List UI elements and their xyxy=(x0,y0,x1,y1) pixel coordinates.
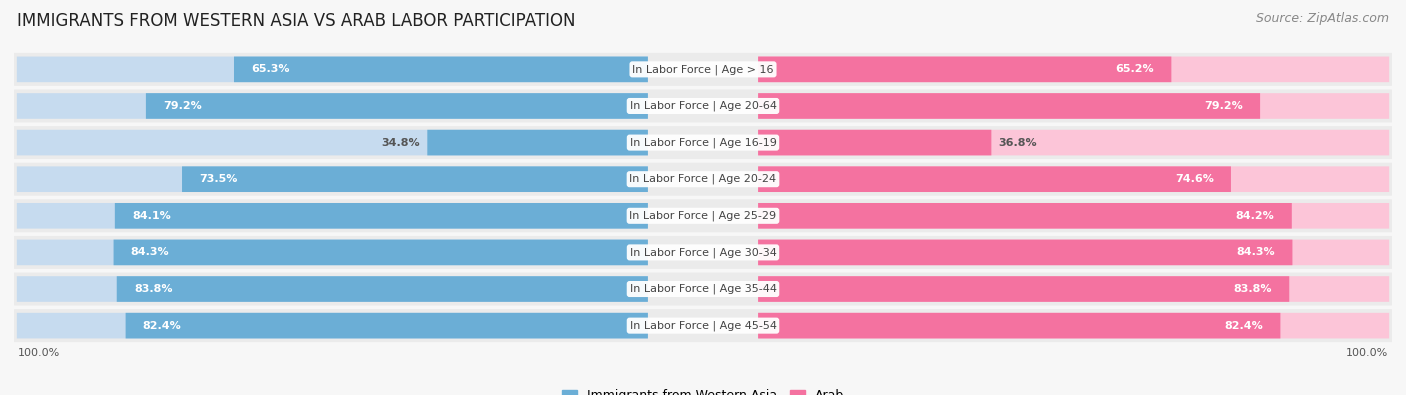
FancyBboxPatch shape xyxy=(14,236,1392,269)
FancyBboxPatch shape xyxy=(14,163,1392,196)
Text: In Labor Force | Age > 16: In Labor Force | Age > 16 xyxy=(633,64,773,75)
FancyBboxPatch shape xyxy=(17,276,648,302)
Text: 100.0%: 100.0% xyxy=(1347,348,1389,357)
FancyBboxPatch shape xyxy=(758,240,1292,265)
Text: In Labor Force | Age 45-54: In Labor Force | Age 45-54 xyxy=(630,320,776,331)
FancyBboxPatch shape xyxy=(14,126,1392,159)
Text: IMMIGRANTS FROM WESTERN ASIA VS ARAB LABOR PARTICIPATION: IMMIGRANTS FROM WESTERN ASIA VS ARAB LAB… xyxy=(17,12,575,30)
FancyBboxPatch shape xyxy=(758,203,1389,229)
Text: 84.1%: 84.1% xyxy=(132,211,170,221)
Text: 79.2%: 79.2% xyxy=(1204,101,1243,111)
FancyBboxPatch shape xyxy=(758,240,1389,265)
FancyBboxPatch shape xyxy=(17,203,648,229)
Text: 100.0%: 100.0% xyxy=(17,348,59,357)
Text: 83.8%: 83.8% xyxy=(1233,284,1272,294)
FancyBboxPatch shape xyxy=(758,166,1389,192)
FancyBboxPatch shape xyxy=(146,93,648,119)
Text: In Labor Force | Age 16-19: In Labor Force | Age 16-19 xyxy=(630,137,776,148)
Text: Source: ZipAtlas.com: Source: ZipAtlas.com xyxy=(1256,12,1389,25)
FancyBboxPatch shape xyxy=(758,56,1171,82)
FancyBboxPatch shape xyxy=(758,93,1260,119)
FancyBboxPatch shape xyxy=(758,203,1292,229)
FancyBboxPatch shape xyxy=(427,130,648,155)
FancyBboxPatch shape xyxy=(758,313,1389,339)
FancyBboxPatch shape xyxy=(758,56,1389,82)
Text: 84.3%: 84.3% xyxy=(1237,247,1275,258)
FancyBboxPatch shape xyxy=(17,240,648,265)
Text: In Labor Force | Age 35-44: In Labor Force | Age 35-44 xyxy=(630,284,776,294)
FancyBboxPatch shape xyxy=(14,53,1392,86)
Text: 36.8%: 36.8% xyxy=(998,137,1036,148)
Text: 84.3%: 84.3% xyxy=(131,247,169,258)
FancyBboxPatch shape xyxy=(758,276,1389,302)
Text: In Labor Force | Age 30-34: In Labor Force | Age 30-34 xyxy=(630,247,776,258)
Text: 83.8%: 83.8% xyxy=(134,284,173,294)
Text: 84.2%: 84.2% xyxy=(1236,211,1275,221)
FancyBboxPatch shape xyxy=(114,240,648,265)
Text: 74.6%: 74.6% xyxy=(1175,174,1213,184)
FancyBboxPatch shape xyxy=(758,276,1289,302)
FancyBboxPatch shape xyxy=(115,203,648,229)
Legend: Immigrants from Western Asia, Arab: Immigrants from Western Asia, Arab xyxy=(557,384,849,395)
Text: 73.5%: 73.5% xyxy=(200,174,238,184)
FancyBboxPatch shape xyxy=(17,313,648,339)
FancyBboxPatch shape xyxy=(125,313,648,339)
Text: In Labor Force | Age 20-24: In Labor Force | Age 20-24 xyxy=(630,174,776,184)
Text: In Labor Force | Age 25-29: In Labor Force | Age 25-29 xyxy=(630,211,776,221)
FancyBboxPatch shape xyxy=(233,56,648,82)
Text: 65.3%: 65.3% xyxy=(252,64,290,74)
Text: In Labor Force | Age 20-64: In Labor Force | Age 20-64 xyxy=(630,101,776,111)
FancyBboxPatch shape xyxy=(758,130,1389,155)
FancyBboxPatch shape xyxy=(14,309,1392,342)
FancyBboxPatch shape xyxy=(181,166,648,192)
FancyBboxPatch shape xyxy=(758,93,1389,119)
FancyBboxPatch shape xyxy=(17,166,648,192)
FancyBboxPatch shape xyxy=(17,93,648,119)
FancyBboxPatch shape xyxy=(14,273,1392,305)
FancyBboxPatch shape xyxy=(758,313,1281,339)
FancyBboxPatch shape xyxy=(14,199,1392,232)
Text: 82.4%: 82.4% xyxy=(143,321,181,331)
FancyBboxPatch shape xyxy=(758,130,991,155)
Text: 79.2%: 79.2% xyxy=(163,101,202,111)
FancyBboxPatch shape xyxy=(17,130,648,155)
FancyBboxPatch shape xyxy=(17,56,648,82)
FancyBboxPatch shape xyxy=(14,90,1392,122)
Text: 65.2%: 65.2% xyxy=(1115,64,1154,74)
FancyBboxPatch shape xyxy=(758,166,1230,192)
Text: 34.8%: 34.8% xyxy=(382,137,420,148)
FancyBboxPatch shape xyxy=(117,276,648,302)
Text: 82.4%: 82.4% xyxy=(1225,321,1263,331)
